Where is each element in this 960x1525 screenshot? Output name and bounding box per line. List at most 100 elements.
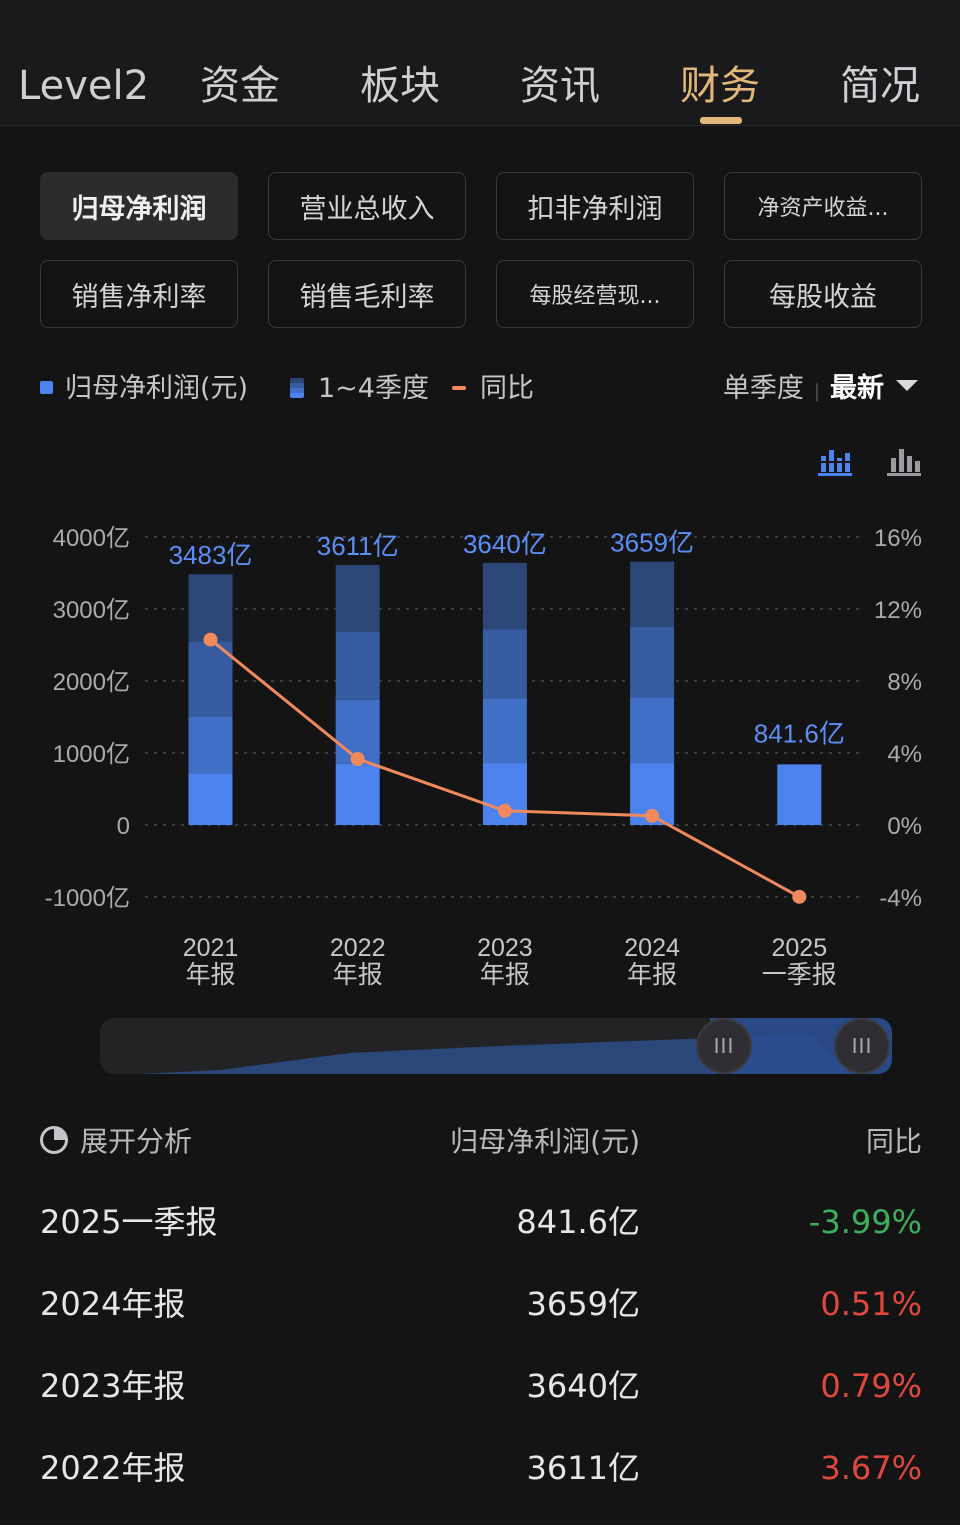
legend-quarters[interactable]: 1~4季度 [290,370,429,408]
row-period: 2023年报 [40,1367,186,1405]
caret-down-icon[interactable] [896,380,918,391]
row-value: 3611亿 [526,1449,640,1487]
bar-segment [335,565,380,633]
x-tick-label: 2022 [330,934,386,962]
y-left-tick-label: 4000亿 [53,525,130,552]
row-yoy: -3.99% [808,1203,922,1241]
legend-net-profit[interactable]: 归母净利润(元) [40,370,248,408]
bar-segment [188,641,233,717]
net-profit-chart[interactable]: 4000亿 16% 3000亿 12% 2000亿 8% 1000亿 4% 0 0% -1000亿 -… [0,500,960,1020]
tab-news[interactable]: 资讯 [520,63,600,109]
metric-ocf-per-share-button[interactable]: 每股经营现... [496,260,694,328]
row-period: 2022年报 [40,1449,186,1487]
legend-stack-swatch [290,377,304,398]
metric-roe-button[interactable]: 净资产收益... [724,172,922,240]
tab-finance[interactable]: 财务 [680,63,760,109]
row-value: 841.6亿 [516,1203,640,1241]
tab-sector[interactable]: 板块 [360,63,440,109]
range-slider-track[interactable] [100,1018,892,1074]
row-value: 3640亿 [526,1367,640,1405]
bar-segment [335,632,380,700]
y-right-tick-label: 0% [887,813,922,840]
bar-segment [482,562,527,630]
bar-segment [630,697,675,764]
bar-data-label: 3611亿 [317,531,399,561]
y-right-tick-label: 16% [874,525,922,552]
y-right-tick-label: 8% [887,669,922,696]
table-row[interactable]: 2022年报 3611亿 3.67% [0,1428,960,1508]
table-row[interactable]: 2025一季报 841.6亿 -3.99% [0,1182,960,1262]
period-selector[interactable]: 单季度 | 最新 [723,370,918,411]
x-tick-label: 年报 [185,961,235,989]
legend-net-profit-label: 归母净利润(元) [65,373,249,404]
yoy-point [497,803,512,818]
table-row[interactable]: 2024年报 3659亿 0.51% [0,1264,960,1344]
top-tab-bar: Level2 资金 板块 资讯 财务 简况 [0,0,960,126]
bar-segment [630,627,675,698]
y-left-tick-label: 2000亿 [53,669,130,696]
row-period: 2024年报 [40,1285,186,1323]
bar-segment [482,629,527,699]
row-yoy: 3.67% [820,1449,922,1487]
expand-analysis-button[interactable]: 展开分析 [40,1120,192,1164]
metric-deducted-net-profit-button[interactable]: 扣非净利润 [496,172,694,240]
x-tick-label: 年报 [627,961,677,989]
y-right-tick-label: -4% [879,885,922,912]
row-period: 2025一季报 [40,1203,218,1241]
x-tick-label: 年报 [480,961,530,989]
x-tick-label: 一季报 [762,961,837,989]
bar-segment [630,561,675,627]
yoy-point [792,889,807,904]
expand-analysis-label: 展开分析 [80,1125,193,1158]
period-separator: | [813,381,820,402]
x-tick-label: 2025 [771,934,827,962]
active-tab-indicator [700,117,742,124]
tab-profile[interactable]: 简况 [840,63,920,109]
yoy-point [350,751,365,766]
pie-expand-icon [40,1126,68,1154]
tab-level2[interactable]: Level2 [18,63,150,109]
slider-right-handle[interactable]: III [834,1018,890,1074]
slider-left-handle[interactable]: III [696,1018,752,1074]
metric-eps-button[interactable]: 每股收益 [724,260,922,328]
bar-data-label: 3659亿 [610,528,694,558]
row-yoy: 0.79% [820,1367,922,1405]
tab-fund[interactable]: 资金 [200,63,280,109]
legend-square-swatch [40,381,53,394]
bar-data-label: 3483亿 [169,540,253,570]
bar-chart-icon[interactable] [887,446,921,476]
legend-line-swatch [452,385,466,390]
legend-yoy-label: 同比 [480,373,534,404]
period-selected-label[interactable]: 最新 [830,373,884,404]
value-column-header: 归母净利润(元) [450,1125,640,1158]
bar-segment [188,717,233,774]
x-tick-label: 年报 [333,961,383,989]
stacked-bar-chart-icon[interactable] [818,446,852,476]
row-yoy: 0.51% [820,1285,922,1323]
bar-segment [188,773,233,825]
table-row[interactable]: 2023年报 3640亿 0.79% [0,1346,960,1426]
yoy-column-header: 同比 [865,1125,922,1158]
y-left-tick-label: -1000亿 [45,885,130,912]
legend-quarters-label: 1~4季度 [318,373,429,404]
bar-segment [335,763,380,825]
x-tick-label: 2024 [624,934,680,962]
legend-yoy[interactable]: 同比 [452,370,534,408]
metric-net-margin-button[interactable]: 销售净利率 [40,260,238,328]
bar-segment [482,698,527,764]
y-right-tick-label: 4% [887,741,922,768]
metric-gross-margin-button[interactable]: 销售毛利率 [268,260,466,328]
yoy-point [203,632,218,647]
metric-total-revenue-button[interactable]: 营业总收入 [268,172,466,240]
y-left-tick-label: 1000亿 [53,741,130,768]
x-tick-label: 2021 [183,934,239,962]
bar-segment [188,574,233,642]
bar-data-label: 841.6亿 [754,718,845,748]
row-value: 3659亿 [526,1285,640,1323]
y-left-tick-label: 0 [117,813,130,840]
slider-overview-area [140,1018,892,1074]
yoy-point [645,808,660,823]
period-mode-label[interactable]: 单季度 [722,373,804,404]
metric-net-profit-button[interactable]: 归母净利润 [40,172,238,240]
x-tick-label: 2023 [477,934,533,962]
